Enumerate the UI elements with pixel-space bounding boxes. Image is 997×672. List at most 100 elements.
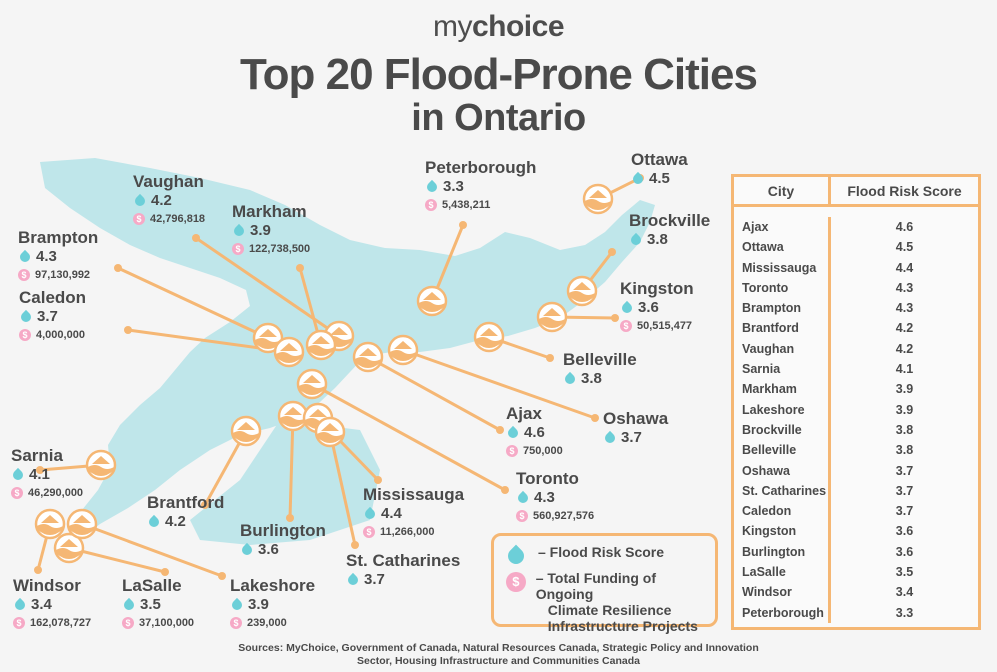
city-label-markham: Markham 3.9 $122,738,500 (231, 202, 311, 258)
city-label-st-catharines: St. Catharines 3.7 (345, 551, 460, 589)
city-label-sarnia: Sarnia 4.1 $46,290,000 (10, 446, 83, 502)
city-name: Kingston (620, 279, 694, 298)
table-cell-score: 4.1 (895, 362, 914, 377)
dollar-coin-icon: $ (230, 617, 242, 629)
table-cell-score: 3.8 (895, 443, 914, 458)
water-drop-icon (619, 300, 635, 316)
table-cell-city: Vaughan (734, 338, 831, 360)
ranking-table: City Flood Risk Score Ajax 4.6 Ottawa 4.5 Mi… (731, 174, 981, 630)
city-funding-row: $11,266,000 (363, 523, 464, 541)
connector-dot-markham (296, 264, 304, 272)
connector-dot-windsor (34, 566, 42, 574)
connector-lasalle (68, 546, 166, 574)
table-cell-city: Peterborough (734, 602, 831, 623)
table-row: LaSalle 3.5 (734, 562, 978, 583)
city-score: 3.7 (621, 429, 642, 446)
brand-logo-my: my (432, 10, 473, 43)
sources-line-2: Sector, Housing Infrastructure and Commu… (357, 655, 640, 667)
table-cell-city: Markham (734, 379, 831, 400)
table-body: Ajax 4.6 Ottawa 4.5 Mississauga 4.4 Toronto 4.3… (734, 207, 978, 623)
city-name: Ajax (506, 404, 542, 423)
city-funding: 122,738,500 (249, 243, 311, 255)
connector-dot-toronto (501, 486, 509, 494)
city-score-row: 3.6 (619, 299, 694, 317)
table-cell-city: Brockville (734, 419, 831, 441)
connector-dot-peterborough (459, 221, 467, 229)
table-cell-score: 4.2 (895, 321, 914, 336)
table-row: Oshawa 3.7 (734, 460, 978, 481)
city-funding-row: $46,290,000 (11, 484, 83, 502)
table-cell-score: 3.5 (895, 565, 914, 580)
city-name: Mississauga (363, 485, 465, 504)
flooded-house-icon (296, 368, 328, 400)
city-funding: 97,130,992 (35, 269, 91, 281)
dollar-coin-icon: $ (232, 243, 244, 255)
water-drop-icon (17, 249, 33, 265)
city-name: Windsor (13, 576, 81, 595)
map-lake-area (190, 420, 380, 545)
connector-ajax (367, 355, 501, 432)
table-cell-score: 3.9 (895, 382, 914, 397)
table-row: Windsor 3.4 (734, 582, 978, 603)
table-header-score: Flood Risk Score (847, 183, 962, 199)
city-score: 3.7 (37, 308, 58, 325)
city-funding-row: $42,796,818 (133, 210, 205, 228)
city-score-row: 3.7 (345, 571, 460, 589)
table-cell-score: 4.4 (895, 260, 914, 275)
table-cell-city: Oshawa (734, 460, 831, 481)
city-label-kingston: Kingston 3.6 $50,515,477 (619, 279, 694, 335)
table-row: Caledon 3.7 (734, 501, 978, 522)
water-drop-icon (505, 425, 521, 441)
water-drop-icon (229, 597, 245, 613)
map-markers (34, 183, 614, 564)
city-label-brampton: Brampton 4.3 $97,130,992 (17, 228, 98, 284)
connector-toronto (311, 382, 506, 492)
brand-logo: mychoice (0, 10, 997, 44)
city-score-row: 3.9 (231, 222, 310, 240)
dollar-coin-icon: $ (19, 329, 31, 341)
water-drop-icon (132, 193, 148, 209)
city-score-row: 3.8 (562, 370, 637, 388)
connector-brampton (117, 266, 269, 340)
dollar-coin-icon: $ (425, 199, 437, 211)
city-label-windsor: Windsor 3.4 $162,078,727 (12, 576, 91, 632)
city-funding: 560,927,576 (533, 510, 595, 522)
connector-dot-ajax (496, 426, 504, 434)
connector-dot-vaughan (192, 234, 200, 242)
table-row: Kingston 3.6 (734, 521, 978, 542)
city-name: Burlington (240, 521, 326, 540)
table-row: Brampton 4.3 (734, 298, 978, 319)
connector-dot-kingston (611, 314, 619, 322)
water-drop-icon (121, 597, 137, 613)
city-score: 3.8 (647, 231, 668, 248)
city-score-row: 4.2 (146, 513, 224, 531)
table-cell-score: 4.3 (895, 280, 914, 295)
connector-dot-caledon (124, 326, 132, 334)
table-cell-city: Brantford (734, 318, 831, 339)
dollar-coin-icon: $ (363, 526, 375, 538)
city-score: 4.4 (381, 505, 402, 522)
city-score-row: 4.2 (132, 192, 205, 210)
table-cell-city: LaSalle (734, 562, 831, 583)
dollar-coin-icon: $ (620, 320, 632, 332)
city-name: Brantford (147, 493, 225, 512)
legend-score-label: – Flood Risk Score (538, 544, 665, 560)
city-name: Peterborough (425, 158, 537, 177)
city-score: 4.3 (36, 248, 57, 265)
dollar-coin-icon: $ (506, 572, 526, 592)
flooded-house-icon (536, 301, 568, 333)
flooded-house-icon (252, 322, 284, 354)
legend-funding-label-1: – Total Funding of Ongoing (535, 570, 657, 602)
city-score: 3.7 (364, 571, 385, 588)
table-row: Sarnia 4.1 (734, 359, 978, 380)
city-label-lasalle: LaSalle 3.5 $37,100,000 (121, 576, 194, 632)
city-label-mississauga: Mississauga 4.4 $11,266,000 (362, 485, 465, 541)
connector-st-catharines (328, 431, 357, 546)
city-name: Toronto (516, 469, 579, 488)
city-funding: 42,796,818 (150, 213, 206, 225)
water-drop-icon (345, 572, 361, 588)
table-cell-city: Toronto (734, 277, 831, 299)
city-funding: 750,000 (523, 445, 563, 457)
table-cell-city: Lakeshore (734, 399, 831, 420)
city-score-row: 3.4 (12, 596, 91, 614)
